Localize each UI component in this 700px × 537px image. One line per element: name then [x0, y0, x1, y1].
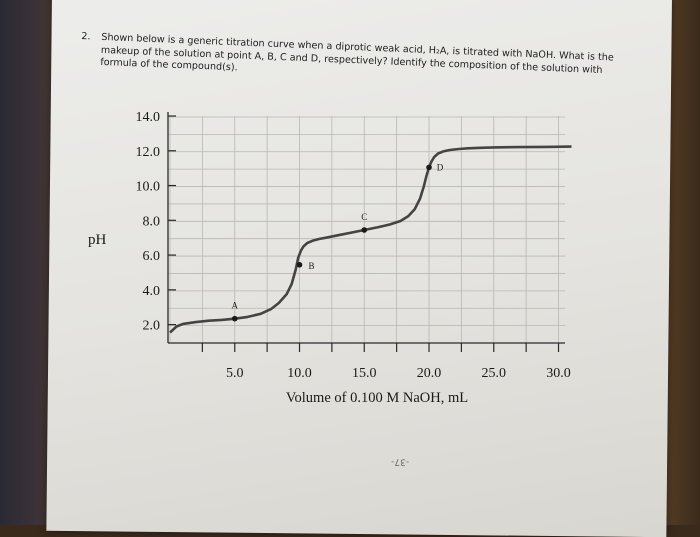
x-tick-label: 25.0: [482, 366, 507, 381]
y-tick-label: 4.0: [143, 284, 161, 299]
x-tick-label: 20.0: [417, 366, 442, 381]
y-tick-label: 12.0: [136, 145, 161, 160]
titration-curve-line: [169, 145, 572, 334]
y-tick-label: 6.0: [143, 249, 161, 264]
x-axis-label: Volume of 0.100 M NaOH, mL: [286, 390, 468, 406]
titration-curve: [169, 145, 572, 334]
point-c-marker: [361, 227, 368, 233]
point-d-marker: [426, 164, 432, 171]
x-tick-label: 5.0: [226, 366, 244, 381]
point-a-marker: [231, 315, 238, 322]
x-tick-label: 10.0: [287, 366, 312, 381]
y-tick-label: 8.0: [143, 214, 161, 229]
point-b-marker: [296, 261, 303, 268]
point-b-label: B: [309, 261, 315, 271]
point-c-label: C: [361, 212, 367, 222]
marked-points: A B C D: [231, 162, 444, 322]
x-tick-label: 15.0: [352, 366, 377, 381]
x-tick-label: 30.0: [546, 366, 571, 381]
y-tick-label: 2.0: [143, 319, 161, 334]
chart-ticks: 2.0 4.0 6.0 8.0 10.0 12.0 14.0 5.0 10.0 15.0 20.0 2…: [136, 110, 571, 381]
y-tick-label: 10.0: [136, 180, 161, 195]
y-axis-label: pH: [88, 232, 107, 248]
point-a-label: A: [232, 301, 239, 311]
titration-chart: 2.0 4.0 6.0 8.0 10.0 12.0 14.0 5.0 10.0 15.0 20.0 2…: [88, 110, 572, 406]
y-tick-label: 14.0: [136, 110, 161, 125]
point-d-label: D: [437, 162, 444, 172]
